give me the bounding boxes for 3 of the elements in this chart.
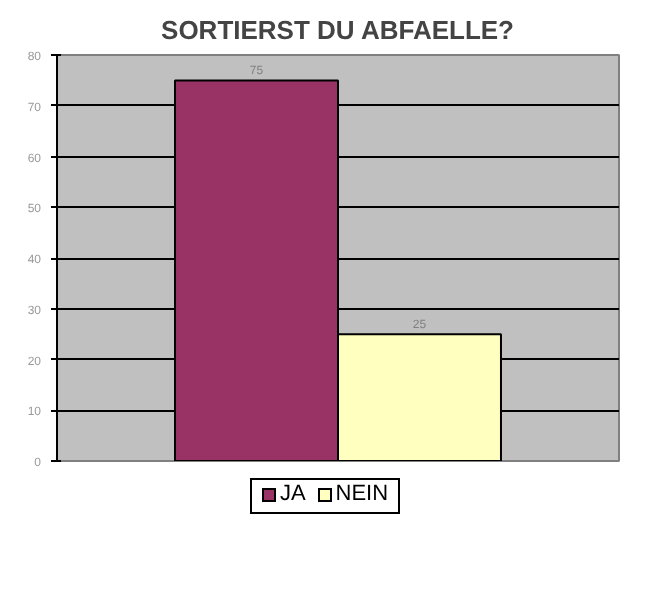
- legend-label: NEIN: [335, 480, 389, 510]
- legend-label: JA: [279, 480, 306, 510]
- chart-title: SORTIERST DU ABFAELLE?: [161, 15, 515, 45]
